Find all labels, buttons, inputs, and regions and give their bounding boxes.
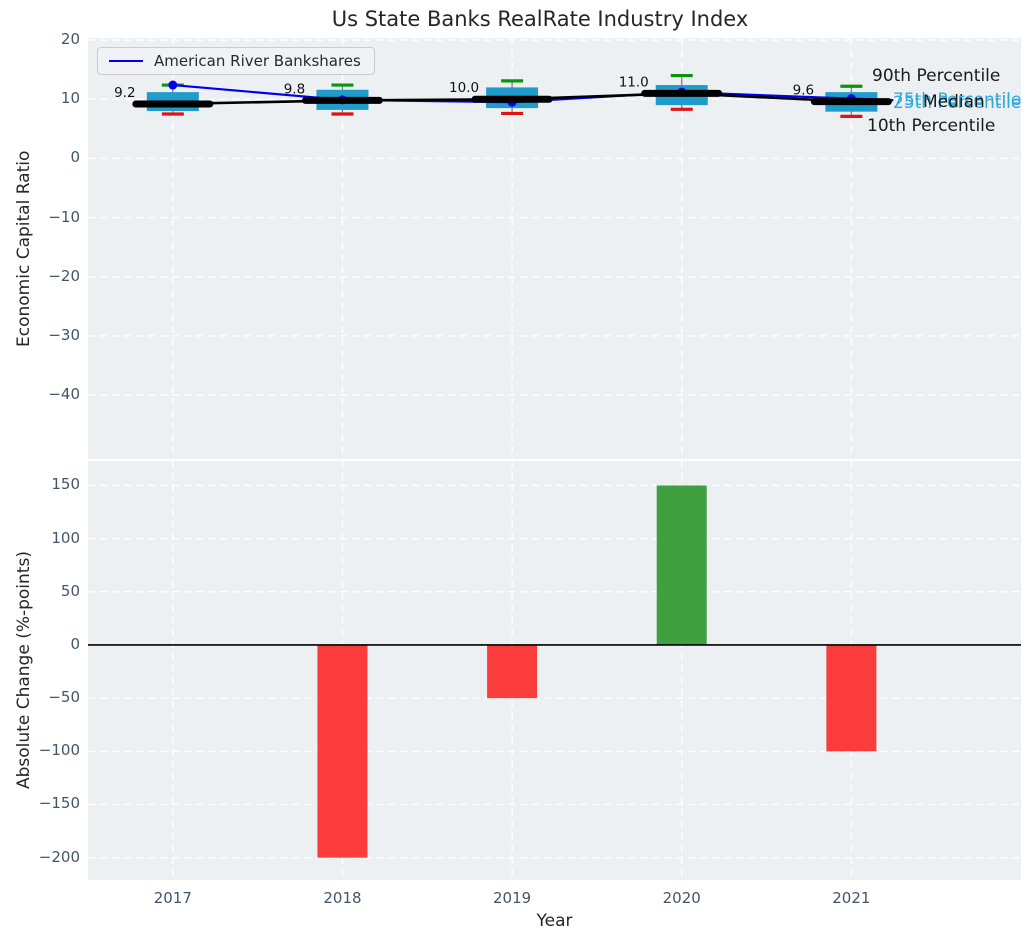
- legend-line-swatch: [109, 60, 143, 62]
- median-annotation: 10.0: [449, 80, 479, 96]
- bottom-panel: [88, 461, 1021, 880]
- y-tick-label: −40: [48, 385, 80, 404]
- median-annotation: 9.6: [793, 83, 814, 99]
- y-tick-label: 20: [60, 30, 80, 49]
- median-annotation: 9.8: [284, 81, 305, 97]
- y-tick-label: −20: [48, 266, 80, 285]
- bar-2020: [656, 485, 707, 645]
- y-tick-label: −100: [38, 741, 80, 760]
- y-tick-label: 10: [60, 89, 80, 108]
- legend-label: American River Bankshares: [154, 52, 361, 70]
- legend: American River Bankshares: [97, 47, 375, 75]
- y-tick-label: 150: [51, 475, 80, 494]
- x-tick-label: 2020: [662, 889, 701, 907]
- top-panel: American River Bankshares 9.2 9.8 10.0 11.0…: [88, 38, 1021, 459]
- bar-2021: [826, 644, 877, 752]
- x-tick-label: 2021: [832, 889, 871, 907]
- y-tick-label: −200: [38, 847, 80, 866]
- side-label-75th-percentile: 75th Percentile: [893, 90, 1021, 110]
- side-label-median: Median: [923, 92, 985, 112]
- chart-title: Us State Banks RealRate Industry Index: [331, 7, 749, 31]
- x-axis-label: Year: [536, 911, 573, 931]
- side-label-90th-percentile: 90th Percentile: [872, 66, 1000, 86]
- bar-2019: [487, 644, 538, 699]
- y-tick-label: −50: [48, 688, 80, 707]
- y-tick-label: 100: [51, 528, 80, 547]
- y-tick-label: −30: [48, 325, 80, 344]
- side-label-25th-percentile: 25th Percentile: [893, 93, 1021, 113]
- x-tick-label: 2018: [323, 889, 362, 907]
- y-tick-label: 50: [60, 581, 80, 600]
- y-tick-label: −150: [38, 794, 80, 813]
- y-tick-label: 0: [70, 634, 80, 653]
- median-annotation: 9.2: [114, 85, 135, 101]
- x-tick-label: 2019: [492, 889, 532, 907]
- side-label-10th-percentile: 10th Percentile: [867, 116, 995, 136]
- median-annotation: 11.0: [619, 74, 649, 90]
- y-tick-label: −10: [48, 207, 80, 226]
- gridlines: [88, 38, 1021, 459]
- bar-2018: [317, 644, 368, 858]
- y-tick-label: 0: [70, 148, 80, 167]
- company-dot: [168, 80, 178, 90]
- bottom-chart-svg: [88, 461, 1021, 880]
- x-tick-label: 2017: [153, 889, 192, 907]
- gridlines: [88, 461, 1021, 880]
- y-axis-label-bottom: Absolute Change (%-points): [14, 551, 34, 790]
